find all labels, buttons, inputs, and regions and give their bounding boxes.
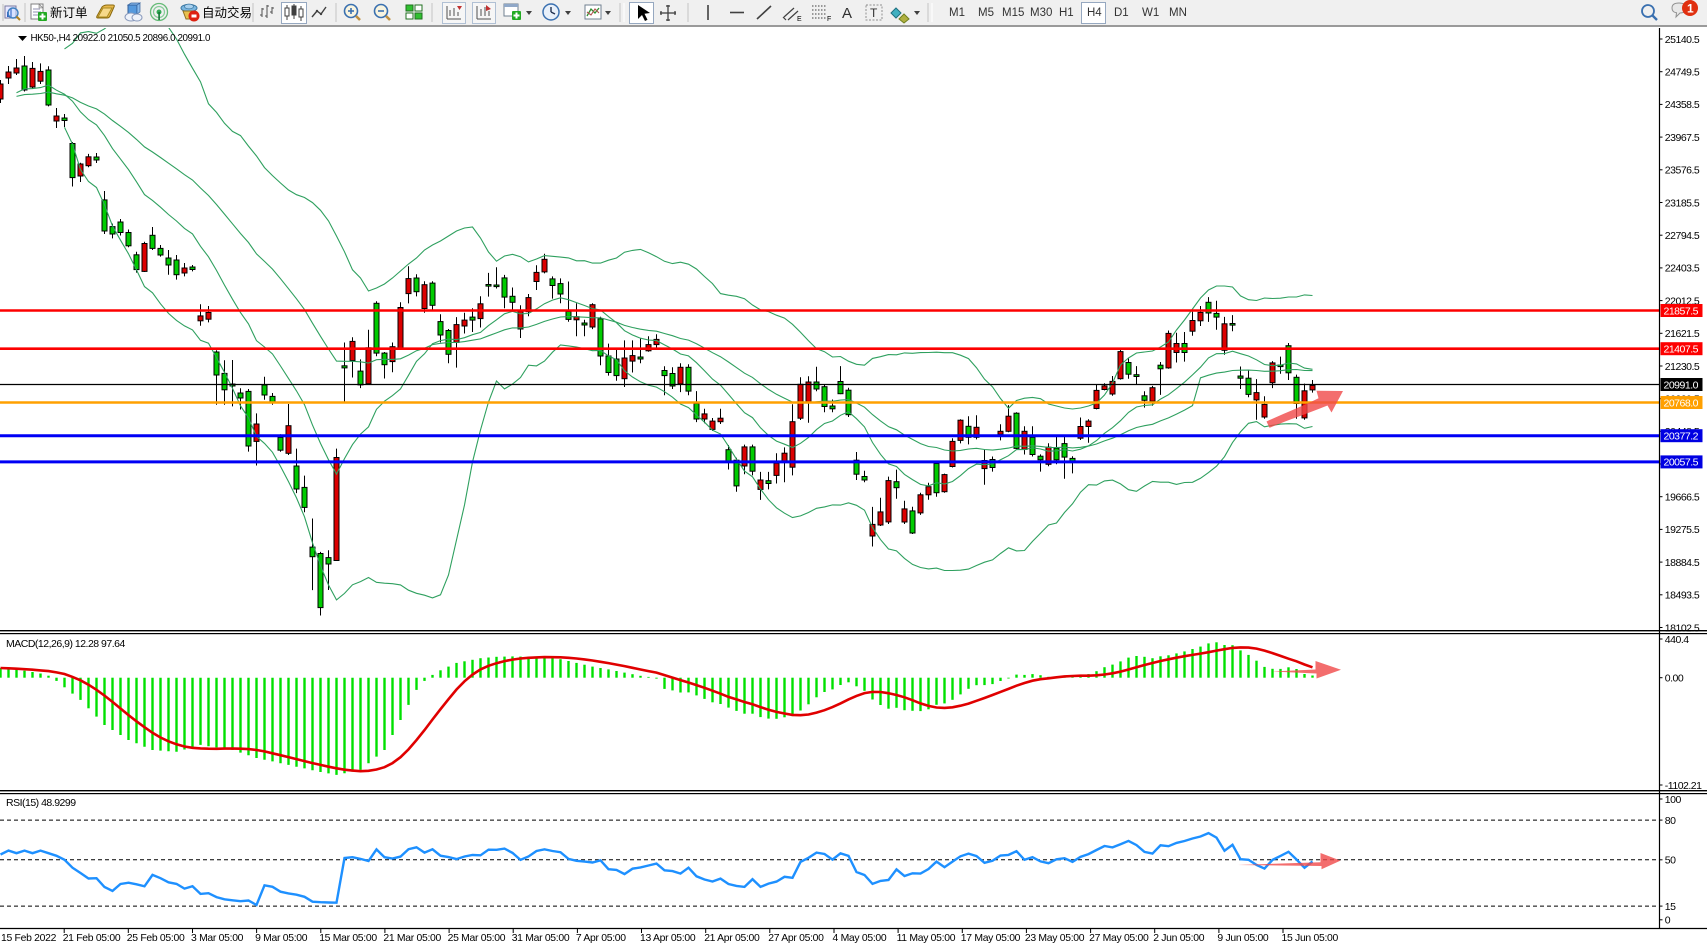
svg-text:F: F: [827, 16, 831, 23]
svg-text:21230.5: 21230.5: [1665, 361, 1700, 373]
svg-text:E: E: [797, 16, 802, 23]
svg-text:11 May 05:00: 11 May 05:00: [897, 933, 956, 943]
svg-text:440.4: 440.4: [1665, 634, 1689, 646]
svg-text:19275.5: 19275.5: [1665, 524, 1700, 536]
svg-text:23185.5: 23185.5: [1665, 197, 1700, 209]
svg-text:23967.5: 23967.5: [1665, 132, 1700, 144]
svg-text:23 May 05:00: 23 May 05:00: [1025, 933, 1085, 943]
svg-text:100: 100: [1665, 794, 1682, 806]
svg-text:A: A: [842, 5, 852, 22]
svg-text:27 May 05:00: 27 May 05:00: [1089, 933, 1149, 943]
svg-text:7 Apr 05:00: 7 Apr 05:00: [576, 933, 626, 943]
svg-text:自动交易: 自动交易: [202, 5, 252, 20]
svg-text:21857.5: 21857.5: [1664, 305, 1699, 317]
svg-text:4 May 05:00: 4 May 05:00: [833, 933, 887, 943]
svg-text:W1: W1: [1142, 7, 1159, 19]
svg-text:新订单: 新订单: [50, 5, 88, 20]
svg-text:21621.5: 21621.5: [1665, 328, 1700, 340]
svg-text:22794.5: 22794.5: [1665, 230, 1700, 242]
svg-text:21 Mar 05:00: 21 Mar 05:00: [383, 933, 441, 943]
svg-text:25140.5: 25140.5: [1665, 34, 1700, 46]
svg-text:15 Feb 2022: 15 Feb 2022: [1, 933, 57, 943]
svg-text:20991.0: 20991.0: [1664, 379, 1699, 391]
svg-text:M30: M30: [1030, 7, 1052, 19]
svg-text:23576.5: 23576.5: [1665, 165, 1700, 177]
svg-text:20377.2: 20377.2: [1664, 431, 1699, 443]
svg-text:9 Jun 05:00: 9 Jun 05:00: [1217, 933, 1269, 943]
svg-text:0: 0: [1665, 915, 1671, 927]
svg-text:-1102.21: -1102.21: [1665, 780, 1702, 792]
svg-text:27 Apr 05:00: 27 Apr 05:00: [768, 933, 824, 943]
svg-text:24749.5: 24749.5: [1665, 67, 1700, 79]
svg-text:MACD(12,26,9) 12.28 97.64: MACD(12,26,9) 12.28 97.64: [6, 638, 125, 650]
svg-text:D1: D1: [1114, 7, 1129, 19]
svg-text:9 Mar 05:00: 9 Mar 05:00: [255, 933, 308, 943]
svg-text:1: 1: [1687, 2, 1694, 16]
svg-text:M1: M1: [949, 7, 965, 19]
svg-text:15: 15: [1665, 901, 1676, 913]
svg-text:RSI(15) 48.9299: RSI(15) 48.9299: [6, 797, 76, 809]
svg-text:MN: MN: [1169, 7, 1187, 19]
svg-text:H4: H4: [1087, 7, 1102, 19]
svg-text:19666.5: 19666.5: [1665, 492, 1700, 504]
svg-text:50: 50: [1665, 855, 1676, 867]
svg-text:18884.5: 18884.5: [1665, 557, 1700, 569]
svg-text:17 May 05:00: 17 May 05:00: [961, 933, 1021, 943]
svg-text:21407.5: 21407.5: [1664, 344, 1699, 356]
svg-text:15 Jun 05:00: 15 Jun 05:00: [1282, 933, 1339, 943]
svg-text:13 Apr 05:00: 13 Apr 05:00: [640, 933, 696, 943]
svg-text:20768.0: 20768.0: [1664, 397, 1699, 409]
svg-text:3 Mar 05:00: 3 Mar 05:00: [191, 933, 244, 943]
svg-text:HK50-,H4 20922.0 21050.5 2089: HK50-,H4 20922.0 21050.5 20896.0 20991.0: [31, 33, 212, 44]
svg-text:2 Jun 05:00: 2 Jun 05:00: [1153, 933, 1205, 943]
svg-text:25 Mar 05:00: 25 Mar 05:00: [448, 933, 506, 943]
svg-text:25 Feb 05:00: 25 Feb 05:00: [127, 933, 185, 943]
svg-text:H1: H1: [1059, 7, 1074, 19]
svg-text:22403.5: 22403.5: [1665, 263, 1700, 275]
svg-text:T: T: [870, 6, 878, 20]
svg-text:18102.5: 18102.5: [1665, 622, 1700, 634]
svg-text:31 Mar 05:00: 31 Mar 05:00: [512, 933, 570, 943]
svg-text:21 Apr 05:00: 21 Apr 05:00: [704, 933, 760, 943]
svg-text:20057.5: 20057.5: [1664, 457, 1699, 469]
svg-text:15 Mar 05:00: 15 Mar 05:00: [319, 933, 377, 943]
svg-text:21 Feb 05:00: 21 Feb 05:00: [63, 933, 121, 943]
svg-text:M5: M5: [978, 7, 994, 19]
svg-text:M15: M15: [1002, 7, 1024, 19]
svg-text:24358.5: 24358.5: [1665, 99, 1700, 111]
svg-text:18493.5: 18493.5: [1665, 590, 1700, 602]
svg-text:0.00: 0.00: [1665, 673, 1684, 685]
svg-text:80: 80: [1665, 815, 1676, 827]
